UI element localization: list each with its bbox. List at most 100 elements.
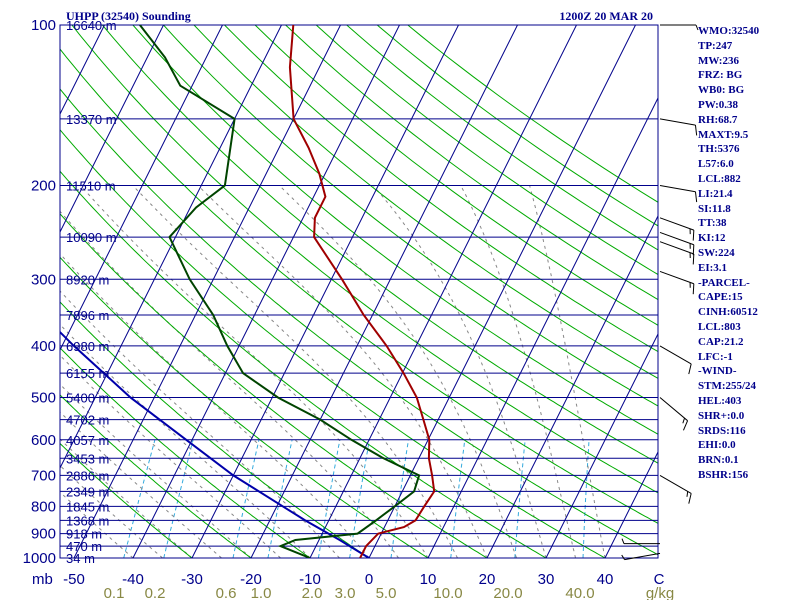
wind-barb-feather (688, 493, 692, 504)
isotherm-line (73, 25, 341, 558)
mixing-ratio-tick-label: 10.0 (433, 585, 462, 600)
moist-adiabat-line (132, 185, 458, 558)
index-value: HEL:403 (698, 395, 742, 407)
height-label: 4702 m (66, 413, 109, 428)
moist-adiabat-line (60, 491, 134, 558)
isotherm-line (191, 25, 459, 558)
index-value: MAXT:9.5 (698, 128, 749, 141)
index-value: KI:12 (698, 232, 726, 245)
height-label: 1845 m (66, 499, 109, 514)
mixing-ratio-unit-label: g/kg (646, 585, 674, 600)
index-value: TT:38 (698, 217, 727, 230)
index-value: LCL:882 (698, 173, 741, 185)
mixing-ratio-tick-label: 40.0 (565, 585, 594, 600)
mixing-ratio-tick-label: 0.6 (216, 585, 237, 600)
index-value: WB0: BG (698, 84, 745, 97)
index-value: LFC:-1 (698, 350, 733, 363)
wind-barb-shaft (659, 345, 692, 365)
height-label: 11510 m (66, 178, 116, 193)
height-label: 34 m (66, 551, 95, 566)
isotherm-line (486, 214, 658, 558)
wind-barb-shaft (659, 217, 694, 231)
wind-barb-half-feather (682, 417, 685, 424)
index-value: CAP:21.2 (698, 335, 744, 348)
pressure-tick-label: 700 (31, 467, 56, 484)
index-value: SRDS:116 (698, 424, 746, 437)
wind-barb (659, 345, 692, 375)
mixing-ratio-tick-label: 0.1 (104, 585, 125, 600)
height-label: 2886 m (66, 468, 109, 483)
mixing-ratio-tick-label: 1.0 (251, 585, 272, 600)
wind-barb-feather (688, 363, 692, 375)
height-label: 10090 m (66, 230, 117, 245)
index-value: SHR+:0.0 (698, 409, 745, 422)
pressure-tick-label: 400 (31, 338, 56, 355)
index-value: SW:224 (698, 247, 735, 259)
wind-barb-feather (692, 253, 695, 265)
height-label: 470 m (66, 539, 102, 554)
wind-barb (659, 118, 698, 136)
temperature-tick-label: 0 (365, 571, 373, 588)
wind-barb (659, 397, 689, 431)
index-value: EHI:0.0 (698, 439, 736, 452)
wind-barb (659, 217, 695, 241)
index-value: -WIND- (698, 365, 737, 378)
temperature-tick-label: -40 (122, 571, 144, 588)
index-value: LI:21.4 (698, 187, 733, 200)
wind-barb (659, 241, 695, 265)
index-value: TH:5376 (698, 143, 740, 156)
height-label: 16640 m (66, 18, 117, 33)
wind-barb-half-feather (621, 538, 625, 544)
index-value: TP:247 (698, 39, 733, 52)
index-value: PW:0.38 (698, 99, 739, 111)
isotherm-line (604, 450, 658, 558)
height-label: 6155 m (66, 366, 109, 381)
isotherm-line (250, 25, 518, 558)
index-value: L57:6.0 (698, 158, 734, 171)
height-label: 5400 m (66, 391, 109, 406)
wind-barb (659, 475, 692, 504)
sounding-time: 1200Z 20 MAR 20 (559, 9, 653, 23)
isotherms (60, 25, 658, 558)
isotherm-line (368, 25, 636, 558)
wind-barb (660, 24, 699, 31)
isotherm-line (545, 332, 658, 558)
wind-barb-half-feather (621, 554, 625, 560)
parcel-trace (60, 330, 370, 558)
mixing-ratio-tick-label: 20.0 (493, 585, 522, 600)
plot-frame (59, 24, 659, 559)
height-label: 13370 m (66, 112, 117, 127)
index-value: WMO:32540 (698, 25, 760, 37)
isotherm-line (60, 25, 223, 352)
temperature-unit-label: C (654, 571, 665, 588)
index-value: FRZ: BG (698, 69, 743, 82)
index-value: CAPE:15 (698, 291, 743, 304)
isotherm-line (309, 25, 577, 558)
index-value: EI:3.1 (698, 261, 728, 274)
index-value: BSHR:156 (698, 469, 749, 481)
height-label: 918 m (66, 527, 102, 542)
pressure-tick-label: 1000 (23, 550, 56, 567)
height-label: 1368 m (66, 513, 109, 528)
wind-barb-half-feather (686, 491, 689, 497)
index-value: CINH:60512 (698, 306, 758, 319)
dewpoint-trace (139, 25, 421, 558)
isotherm-line (60, 25, 282, 470)
pressure-tick-label: 200 (31, 177, 56, 194)
wind-barb-feather (692, 230, 695, 241)
index-value: MW:236 (698, 54, 739, 67)
index-value: RH:68.7 (698, 113, 738, 126)
wind-barb-shaft (659, 475, 692, 494)
wind-barb (621, 552, 661, 561)
temperature-tick-label: 40 (597, 571, 614, 588)
isotherm-line (427, 96, 658, 558)
pressure-tick-label: 600 (31, 432, 56, 449)
wind-barb-half-feather (695, 24, 699, 31)
wind-barb-shaft (659, 397, 688, 422)
temperature-trace (288, 25, 436, 558)
wind-barb-feather (682, 420, 689, 431)
isobars (60, 25, 658, 558)
wind-barbs (621, 24, 699, 561)
index-value: SI:11.8 (698, 202, 731, 215)
